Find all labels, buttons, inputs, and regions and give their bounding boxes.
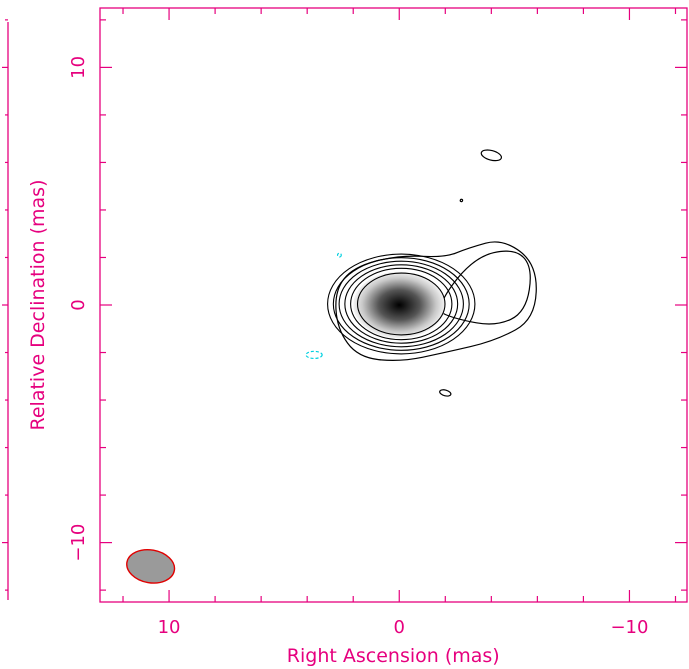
x-tick-label: −10 [610, 617, 648, 638]
core-contour [350, 267, 453, 341]
axis-ticks [2, 8, 687, 602]
contours [126, 149, 537, 584]
core-contour [338, 260, 464, 348]
x-tick-label: 10 [158, 617, 181, 638]
axis-labels: Right Ascension (mas) Relative Declinati… [27, 56, 648, 667]
y-tick-label: 0 [68, 299, 89, 310]
negative-contour [336, 252, 342, 258]
core-contour [327, 253, 476, 355]
core-contour [344, 264, 459, 344]
core-brightness [353, 271, 446, 339]
y-tick-label: −10 [68, 524, 89, 562]
y-axis-label: Relative Declination (mas) [27, 180, 49, 431]
x-axis-label: Right Ascension (mas) [287, 645, 500, 667]
negative-contour [305, 350, 323, 360]
core-contour [332, 257, 470, 351]
core-contour [356, 272, 446, 336]
small-contour [439, 389, 452, 397]
jet-contour [440, 250, 531, 325]
y-tick-label: 10 [68, 56, 89, 79]
beam-ellipse [126, 548, 176, 584]
small-contour [480, 149, 503, 162]
x-tick-label: 0 [394, 617, 405, 638]
small-contour [459, 198, 464, 203]
